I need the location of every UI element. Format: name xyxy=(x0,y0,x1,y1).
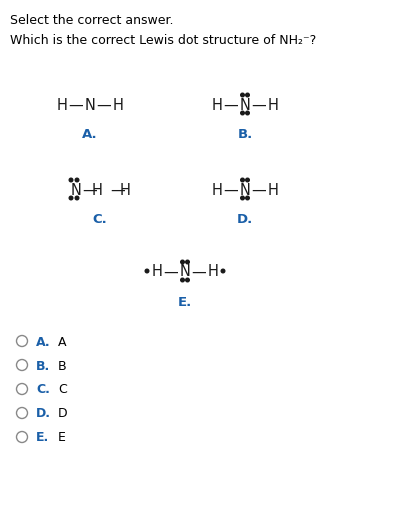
Text: H: H xyxy=(112,97,123,112)
Text: —: — xyxy=(251,182,266,197)
Circle shape xyxy=(75,197,79,200)
Text: H: H xyxy=(92,182,102,197)
Text: N: N xyxy=(239,182,250,197)
Text: H: H xyxy=(211,97,222,112)
Circle shape xyxy=(240,179,244,182)
Text: N: N xyxy=(70,182,81,197)
Text: —: — xyxy=(110,182,125,197)
Circle shape xyxy=(69,179,72,182)
Text: A.: A. xyxy=(36,335,51,348)
Text: —: — xyxy=(251,97,266,112)
Text: —: — xyxy=(83,182,97,197)
Text: A: A xyxy=(58,335,66,348)
Text: D.: D. xyxy=(36,407,51,420)
Text: —: — xyxy=(68,97,83,112)
Circle shape xyxy=(180,279,184,282)
Text: —: — xyxy=(223,182,238,197)
Text: —: — xyxy=(163,264,178,279)
Text: N: N xyxy=(84,97,95,112)
Circle shape xyxy=(245,179,249,182)
Circle shape xyxy=(185,279,189,282)
Text: D.: D. xyxy=(236,213,252,226)
Circle shape xyxy=(221,270,224,273)
Circle shape xyxy=(185,261,189,264)
Text: H: H xyxy=(119,182,130,197)
Circle shape xyxy=(180,261,184,264)
Circle shape xyxy=(245,94,249,97)
Text: E.: E. xyxy=(177,295,192,309)
Text: H: H xyxy=(267,182,278,197)
Text: E.: E. xyxy=(36,431,49,443)
Text: C.: C. xyxy=(36,383,50,396)
Text: —: — xyxy=(96,97,111,112)
Text: —: — xyxy=(223,97,238,112)
Text: H: H xyxy=(151,264,162,279)
Text: C.: C. xyxy=(92,213,107,226)
Circle shape xyxy=(245,197,249,200)
Text: —: — xyxy=(191,264,206,279)
Text: Select the correct answer.: Select the correct answer. xyxy=(10,14,173,27)
Text: B.: B. xyxy=(36,359,50,372)
Circle shape xyxy=(240,197,244,200)
Text: A.: A. xyxy=(82,128,98,141)
Text: H: H xyxy=(211,182,222,197)
Text: Which is the correct Lewis dot structure of NH₂⁻?: Which is the correct Lewis dot structure… xyxy=(10,34,315,47)
Text: H: H xyxy=(56,97,67,112)
Text: N: N xyxy=(239,97,250,112)
Circle shape xyxy=(145,270,149,273)
Text: B: B xyxy=(58,359,66,372)
Text: H: H xyxy=(207,264,218,279)
Text: B.: B. xyxy=(237,128,252,141)
Circle shape xyxy=(245,112,249,116)
Circle shape xyxy=(240,94,244,97)
Text: D: D xyxy=(58,407,68,420)
Text: C: C xyxy=(58,383,66,396)
Text: N: N xyxy=(179,264,190,279)
Circle shape xyxy=(240,112,244,116)
Text: E: E xyxy=(58,431,66,443)
Text: H: H xyxy=(267,97,278,112)
Circle shape xyxy=(75,179,79,182)
Circle shape xyxy=(69,197,72,200)
